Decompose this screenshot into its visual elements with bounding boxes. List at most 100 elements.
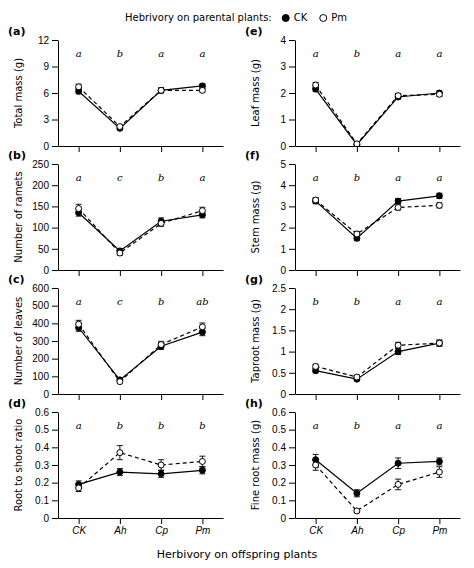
series-line	[316, 465, 440, 511]
tick: 0.1	[35, 495, 58, 506]
tick-mark	[79, 146, 80, 152]
tick: 0	[43, 265, 58, 276]
point	[436, 469, 442, 475]
tick-label: Ah	[350, 525, 364, 536]
x-axis: CKAhCpPm	[296, 518, 461, 536]
x-axis	[296, 146, 461, 152]
tick-label: 0	[280, 513, 286, 524]
point	[199, 324, 205, 330]
tick-mark	[289, 249, 295, 250]
error-bar	[76, 204, 82, 212]
tick: 12	[38, 35, 58, 46]
tick-label: 50	[38, 244, 50, 255]
axis-title: Root to shoot ratio	[13, 419, 24, 512]
axis-title: Number of leaves	[13, 297, 24, 386]
series-line	[79, 328, 203, 380]
tick-label: 3	[280, 201, 286, 212]
error-bar	[199, 323, 205, 331]
y-axis: 00.10.20.30.40.50.6	[35, 407, 58, 524]
marks	[313, 340, 443, 382]
series-line	[79, 324, 203, 381]
x-axis: CKAhCpPm	[59, 518, 224, 536]
tick-mark	[79, 518, 80, 524]
tick: 2	[280, 222, 295, 233]
y-axis: 036912	[38, 35, 59, 152]
tick: Ah	[113, 518, 127, 536]
tick-mark	[316, 394, 317, 400]
marks	[313, 82, 443, 146]
tick: 150	[32, 201, 58, 212]
axis-line	[58, 289, 59, 395]
tick-mark	[202, 518, 203, 524]
point	[158, 342, 164, 348]
tick-mark	[289, 228, 295, 229]
tick-mark	[439, 146, 440, 152]
tick: 600	[32, 283, 58, 294]
tick	[398, 394, 399, 400]
point	[76, 485, 82, 491]
tick-label: 5	[280, 159, 286, 170]
tick-mark	[289, 309, 295, 310]
marks	[76, 446, 206, 492]
tick-label: 1	[280, 346, 286, 357]
tick-mark	[289, 40, 295, 41]
tick	[316, 270, 317, 276]
significance-label: a	[158, 48, 164, 59]
tick: 5	[280, 159, 295, 170]
tick-label: Cp	[392, 525, 405, 536]
significance-label: b	[354, 420, 360, 431]
tick: 9	[43, 61, 58, 72]
y-axis: 00.511.522.5	[272, 283, 295, 400]
error-bar	[436, 458, 442, 465]
error-bar	[158, 341, 164, 347]
tick	[439, 146, 440, 152]
error-bar	[395, 458, 401, 469]
error-bar	[158, 470, 164, 477]
error-bar	[158, 220, 164, 226]
series-line	[316, 85, 440, 144]
tick-label: 4	[280, 180, 286, 191]
panel: 036912abaaTotal mass (g)(a)	[8, 25, 224, 152]
tick-mark	[289, 288, 295, 289]
tick: Cp	[155, 518, 168, 536]
tick-label: 4	[280, 35, 286, 46]
axis-title: Herbivory on offspring plants	[157, 548, 318, 561]
point	[158, 87, 164, 93]
significance-label: b	[354, 48, 360, 59]
tick-mark	[289, 394, 295, 395]
annotation: Hebrivory on parental plants:	[125, 12, 272, 23]
point	[436, 91, 442, 97]
tick-label: Ah	[113, 525, 127, 536]
tick: 0.6	[35, 407, 58, 418]
error-bar	[436, 193, 442, 198]
tick: 0	[280, 513, 295, 524]
tick: 0.3	[35, 460, 58, 471]
error-bar	[395, 342, 401, 348]
tick-mark	[161, 394, 162, 400]
significance-label: c	[117, 296, 123, 307]
axis-title: Total mass (g)	[13, 58, 24, 129]
significance-label: a	[313, 420, 319, 431]
tick-mark	[357, 270, 358, 276]
tick-label: 0.5	[272, 424, 286, 435]
tick-mark	[357, 394, 358, 400]
tick-label: 1.5	[272, 325, 286, 336]
tick-mark	[316, 270, 317, 276]
tick-mark	[202, 270, 203, 276]
error-bar	[158, 88, 164, 93]
error-bar	[436, 340, 442, 346]
tick-label: 2.5	[272, 283, 286, 294]
tick-label: Pm	[432, 525, 447, 536]
tick-label: 400	[32, 318, 49, 329]
tick-mark	[52, 164, 58, 165]
tick-label: 0	[43, 141, 49, 152]
axis-line	[295, 289, 296, 395]
error-bar	[395, 94, 401, 98]
tick	[439, 394, 440, 400]
error-bar	[199, 207, 205, 214]
point	[158, 220, 164, 226]
tick: 200	[32, 353, 58, 364]
tick	[398, 270, 399, 276]
tick: 0.5	[272, 424, 295, 435]
panel: 050100150200250acbaNumber of ramets(b)	[8, 149, 224, 276]
